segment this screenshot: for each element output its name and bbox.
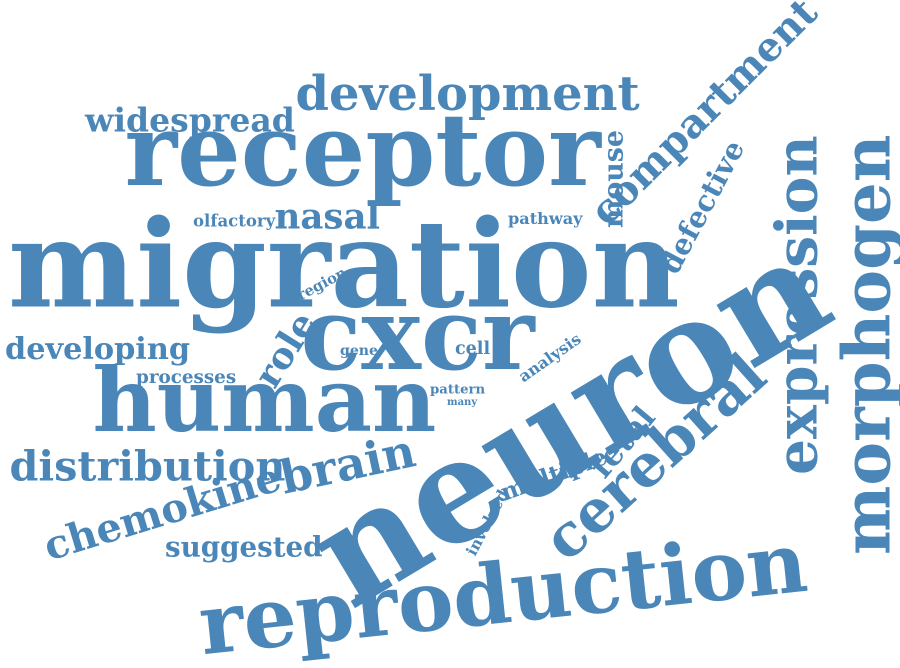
word-olfactory: olfactory — [193, 210, 276, 231]
word-mouse: mouse — [598, 130, 630, 228]
word-pathway: pathway — [508, 209, 583, 228]
word-human: human — [92, 348, 437, 452]
word-many: many — [447, 397, 478, 408]
word-development: development — [295, 66, 640, 122]
word-processes: processes — [136, 367, 237, 388]
word-nasal: nasal — [274, 196, 381, 238]
word-suggested: suggested — [165, 530, 323, 564]
word-morphogen: morphogen — [828, 134, 900, 555]
word-developing: developing — [5, 332, 191, 367]
word-expression: expression — [764, 135, 831, 475]
word-gene: gene — [340, 343, 378, 359]
word-distribution: distribution — [9, 441, 286, 491]
word-pattern: pattern — [430, 382, 486, 398]
word-cxcr: cxcr — [300, 275, 535, 393]
word-migration: migration — [8, 192, 680, 336]
word-widespread: widespread — [85, 100, 295, 140]
word-cell: cell — [455, 339, 491, 359]
word-receptor: receptor — [124, 91, 601, 209]
